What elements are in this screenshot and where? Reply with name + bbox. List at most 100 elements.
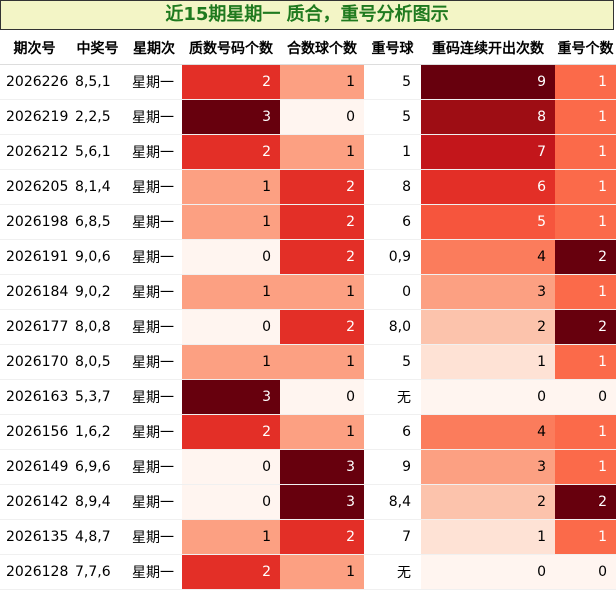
table-row: 2026170 8,0,5 星期一 1 1 5 1 1 [0,344,616,380]
cell-repeat-ball: 5 [364,344,421,380]
cell-weekday: 星期一 [126,449,182,485]
table-body: 2026226 8,5,1 星期一 2 1 5 9 1 2026219 2,2,5 星期一 3 0 5 8 1… [0,64,616,590]
cell-weekday: 星期一 [126,64,182,100]
cell-composite-count: 1 [280,554,364,590]
column-header-draw: 中奖号 [69,31,126,65]
cell-period: 2026163 [0,379,69,415]
cell-repeat-streak: 4 [421,414,555,450]
cell-repeat-count: 1 [555,344,616,380]
cell-prime-count: 1 [182,204,280,240]
cell-repeat-count: 2 [555,484,616,520]
cell-repeat-count: 1 [555,99,616,135]
cell-period: 2026135 [0,519,69,555]
cell-repeat-ball: 9 [364,449,421,485]
cell-repeat-streak: 5 [421,204,555,240]
cell-repeat-streak: 4 [421,239,555,275]
cell-repeat-streak: 2 [421,484,555,520]
cell-weekday: 星期一 [126,239,182,275]
cell-draw: 9,0,2 [69,274,126,310]
cell-prime-count: 3 [182,99,280,135]
cell-period: 2026177 [0,309,69,345]
cell-draw: 8,0,8 [69,309,126,345]
cell-period: 2026149 [0,449,69,485]
cell-repeat-ball: 6 [364,414,421,450]
cell-repeat-streak: 0 [421,554,555,590]
cell-weekday: 星期一 [126,274,182,310]
cell-period: 2026226 [0,64,69,100]
cell-repeat-count: 1 [555,519,616,555]
cell-prime-count: 0 [182,449,280,485]
cell-repeat-streak: 9 [421,64,555,100]
cell-weekday: 星期一 [126,134,182,170]
cell-weekday: 星期一 [126,99,182,135]
cell-weekday: 星期一 [126,344,182,380]
cell-repeat-streak: 3 [421,274,555,310]
cell-repeat-count: 1 [555,169,616,205]
table-row: 2026177 8,0,8 星期一 0 2 8,0 2 2 [0,309,616,345]
cell-draw: 8,5,1 [69,64,126,100]
cell-composite-count: 1 [280,344,364,380]
chart-title: 近15期星期一 质合，重号分析图示 [0,0,614,30]
cell-repeat-count: 0 [555,379,616,415]
cell-repeat-streak: 6 [421,169,555,205]
cell-composite-count: 0 [280,379,364,415]
cell-prime-count: 3 [182,379,280,415]
column-header-period: 期次号 [0,31,69,65]
cell-prime-count: 1 [182,169,280,205]
cell-repeat-streak: 2 [421,309,555,345]
cell-composite-count: 3 [280,484,364,520]
header-row: 期次号 中奖号 星期次 质数号码个数 合数球个数 重号球 重码连续开出次数 重号个数 [0,31,616,65]
cell-period: 2026205 [0,169,69,205]
cell-repeat-ball: 7 [364,519,421,555]
cell-draw: 9,0,6 [69,239,126,275]
table-row: 2026191 9,0,6 星期一 0 2 0,9 4 2 [0,239,616,275]
cell-composite-count: 1 [280,64,364,100]
cell-period: 2026142 [0,484,69,520]
cell-period: 2026170 [0,344,69,380]
cell-repeat-ball: 5 [364,99,421,135]
cell-repeat-count: 2 [555,309,616,345]
table-row: 2026205 8,1,4 星期一 1 2 8 6 1 [0,169,616,205]
cell-repeat-streak: 0 [421,379,555,415]
cell-repeat-streak: 8 [421,99,555,135]
table-row: 2026142 8,9,4 星期一 0 3 8,4 2 2 [0,484,616,520]
cell-composite-count: 2 [280,239,364,275]
table-row: 2026135 4,8,7 星期一 1 2 7 1 1 [0,519,616,555]
cell-repeat-streak: 1 [421,344,555,380]
cell-repeat-ball: 0,9 [364,239,421,275]
cell-composite-count: 2 [280,204,364,240]
cell-repeat-ball: 无 [364,554,421,590]
cell-prime-count: 2 [182,414,280,450]
table-row: 2026212 5,6,1 星期一 2 1 1 7 1 [0,134,616,170]
cell-prime-count: 1 [182,519,280,555]
cell-period: 2026212 [0,134,69,170]
cell-repeat-streak: 1 [421,519,555,555]
cell-prime-count: 1 [182,344,280,380]
table-row: 2026128 7,7,6 星期一 2 1 无 0 0 [0,554,616,590]
column-header-repeat-ball: 重号球 [364,31,421,65]
cell-repeat-count: 0 [555,554,616,590]
cell-prime-count: 0 [182,484,280,520]
cell-composite-count: 1 [280,414,364,450]
cell-repeat-count: 1 [555,134,616,170]
cell-prime-count: 2 [182,134,280,170]
cell-repeat-count: 2 [555,239,616,275]
table-row: 2026219 2,2,5 星期一 3 0 5 8 1 [0,99,616,135]
cell-period: 2026128 [0,554,69,590]
table-row: 2026198 6,8,5 星期一 1 2 6 5 1 [0,204,616,240]
column-header-weekday: 星期次 [126,31,182,65]
cell-repeat-ball: 8,0 [364,309,421,345]
cell-prime-count: 2 [182,64,280,100]
cell-prime-count: 0 [182,239,280,275]
cell-draw: 1,6,2 [69,414,126,450]
column-header-composite-count: 合数球个数 [280,31,364,65]
cell-draw: 5,3,7 [69,379,126,415]
data-table: 期次号 中奖号 星期次 质数号码个数 合数球个数 重号球 重码连续开出次数 重号个数 2026… [0,31,616,590]
cell-repeat-count: 1 [555,414,616,450]
cell-repeat-streak: 3 [421,449,555,485]
column-header-repeat-streak: 重码连续开出次数 [421,31,555,65]
cell-prime-count: 1 [182,274,280,310]
cell-composite-count: 1 [280,274,364,310]
cell-weekday: 星期一 [126,169,182,205]
